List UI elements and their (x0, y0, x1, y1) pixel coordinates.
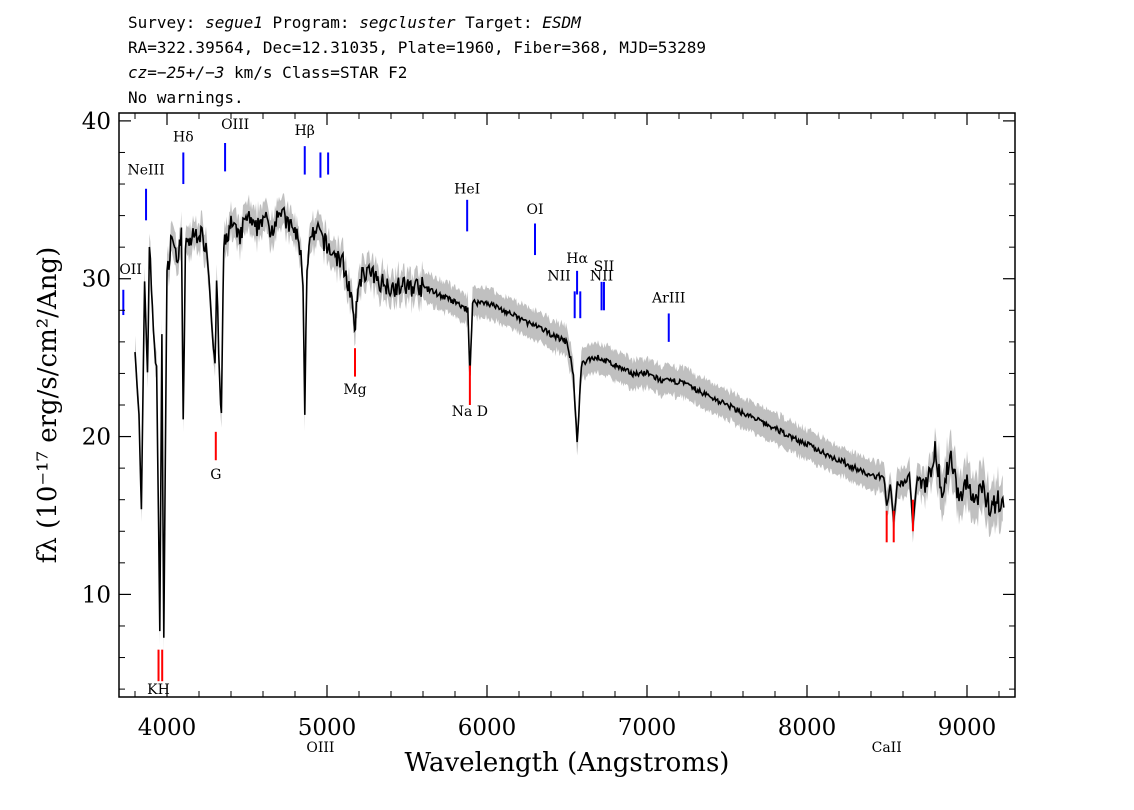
line-marker-label-10: Hα (566, 251, 588, 267)
line-marker-label-4: Hβ (295, 123, 315, 139)
line-marker-label-12: NII (590, 268, 613, 284)
line-marker-label-7: HeI (454, 181, 480, 197)
flux-line (134, 206, 1005, 638)
plot-frame (118, 112, 1016, 698)
x-tick-label-0: 4000 (138, 715, 197, 741)
line-marker-label-3: OIII (221, 117, 249, 133)
hdr1-part-4: Target: (456, 13, 543, 32)
line-marker-label-2: Hδ (173, 129, 194, 145)
y-axis-label: fλ (10⁻¹⁷ erg/s/cm²/Ang) (33, 247, 63, 563)
header-line-coordinates: RA=322.39564, Dec=12.31035, Plate=1960, … (128, 38, 706, 57)
y-tick-label-3: 40 (82, 109, 111, 135)
x-tick-label-5: 9000 (938, 715, 997, 741)
x-tick-label-2: 6000 (458, 715, 517, 741)
y-tick-label-2: 30 (82, 267, 111, 293)
line-marker-label-20: CaII (872, 740, 902, 756)
line-marker-label-13: SII (594, 259, 615, 275)
line-marker-label-1: NeIII (127, 163, 164, 179)
line-marker-label-8: OI (526, 202, 543, 218)
line-marker-label-19: Na D (452, 404, 488, 420)
x-tick-label-1: 5000 (298, 715, 357, 741)
line-marker-label-18: Mg (343, 382, 366, 398)
line-marker-label-17: G (210, 467, 221, 483)
x-tick-label-3: 7000 (618, 715, 677, 741)
flux-series (134, 206, 1005, 638)
line-marker-label-5: OIII (306, 740, 334, 756)
axis-ticks: 4000 5000 6000 7000 8000 9000 10 20 30 40 (82, 109, 1015, 741)
y-tick-label-0: 10 (82, 582, 111, 608)
hdr1-part-0: Survey: (128, 13, 205, 32)
hdr3-part-1: −25+/−3 (157, 63, 224, 82)
y-tick-label-1: 20 (82, 425, 111, 451)
hdr1-part-3: segcluster (359, 13, 456, 32)
line-marker-label-14: ArIII (651, 290, 685, 306)
hdr1-part-5: ESDM (542, 13, 582, 32)
x-tick-label-4: 8000 (778, 715, 837, 741)
hdr1-part-1: segue1 (205, 13, 263, 32)
x-axis-label: Wavelength (Angstroms) (405, 748, 730, 778)
hdr1-part-2: Program: (263, 13, 359, 32)
hdr3-part-0: cz= (128, 63, 157, 82)
line-marker-label-0: OII (119, 262, 142, 278)
header-line-survey: Survey: segue1 Program: segcluster Targe… (128, 13, 582, 32)
header-line-warnings: No warnings. (128, 88, 244, 107)
hdr3-part-2: km/s Class=STAR F2 (224, 63, 407, 82)
header-line-redshift: cz=−25+/−3 km/s Class=STAR F2 (128, 63, 407, 82)
header-block: Survey: segue1 Program: segcluster Targe… (128, 13, 706, 107)
line-marker-label-15: KH (147, 682, 170, 698)
line-marker-label-9: NII (547, 268, 570, 284)
